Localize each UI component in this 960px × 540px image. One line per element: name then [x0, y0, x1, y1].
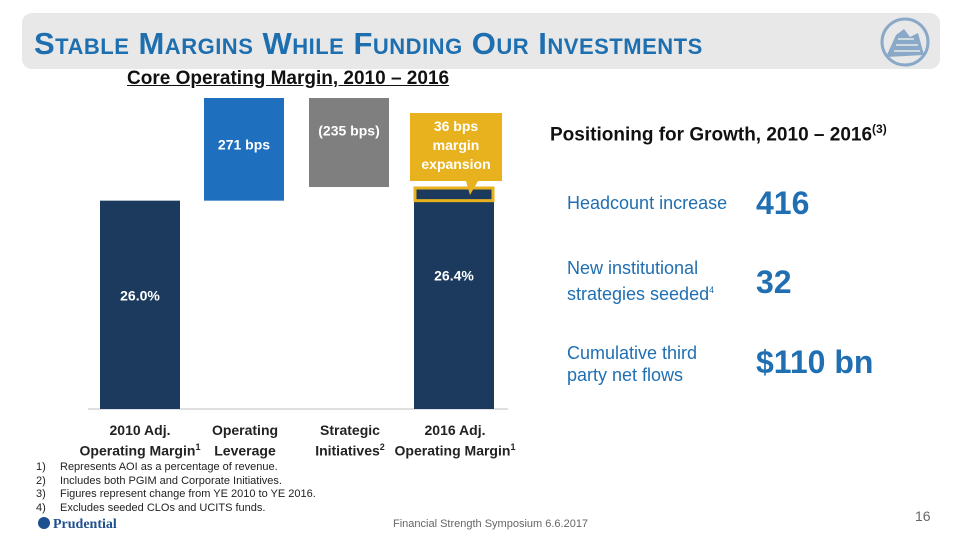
rock-logo-icon: [880, 17, 930, 67]
positioning-title: Positioning for Growth, 2010 – 2016(3): [550, 122, 887, 146]
brand-icon: [38, 517, 50, 529]
page-number: 16: [915, 508, 931, 524]
stat-value-net-flows: $110 bn: [756, 344, 874, 380]
footnote-4: 4) Excludes seeded CLOs and UCITS funds.: [36, 501, 266, 514]
bar-1: [100, 200, 180, 409]
bar-2: [204, 98, 284, 201]
category-label-3: Strategic Initiatives2: [315, 422, 385, 459]
bar-label-2: 271 bps: [218, 136, 270, 152]
bar-label-4: 26.4%: [434, 267, 474, 283]
brand-logo: Prudential: [38, 517, 117, 533]
bar-4: [414, 187, 494, 409]
callout-text-2: margin: [433, 137, 480, 153]
footnote-2: 2) Includes both PGIM and Corporate Initi…: [36, 474, 282, 487]
bar-label-1: 26.0%: [120, 288, 160, 304]
bar-label-3: (235 bps): [318, 122, 379, 138]
callout-text-3: expansion: [421, 156, 490, 172]
callout-box: [410, 113, 502, 195]
footnote-3: 3) Figures represent change from YE 2010 …: [36, 488, 316, 500]
callout-text-1: 36 bps: [434, 118, 479, 134]
stat-label-strategies: New institutional strategies seeded4: [567, 258, 715, 304]
stat-value-headcount: 416: [756, 185, 810, 221]
footnote-1: 1) Represents AOI as a percentage of reve…: [36, 461, 278, 473]
footnotes: 1) Represents AOI as a percentage of reve…: [36, 461, 316, 515]
bar-3: [309, 98, 389, 188]
footer-event: Financial Strength Symposium 6.6.2017: [393, 518, 589, 530]
stat-label-net-flows: Cumulative third party net flows: [567, 343, 698, 385]
stat-label-headcount: Headcount increase: [567, 193, 728, 213]
category-label-4: 2016 Adj. Operating Margin1: [394, 422, 516, 459]
title-bar: [22, 13, 940, 69]
slide-title: Stable Margins While Funding Our Investm…: [34, 26, 703, 61]
category-label-1: 2010 Adj. Operating Margin1: [79, 422, 201, 459]
margin-expansion-highlight: [413, 186, 495, 203]
chart-title: Core Operating Margin, 2010 – 2016: [127, 68, 450, 89]
stat-value-strategies: 32: [756, 264, 792, 300]
category-label-2: Operating Leverage: [211, 422, 279, 459]
